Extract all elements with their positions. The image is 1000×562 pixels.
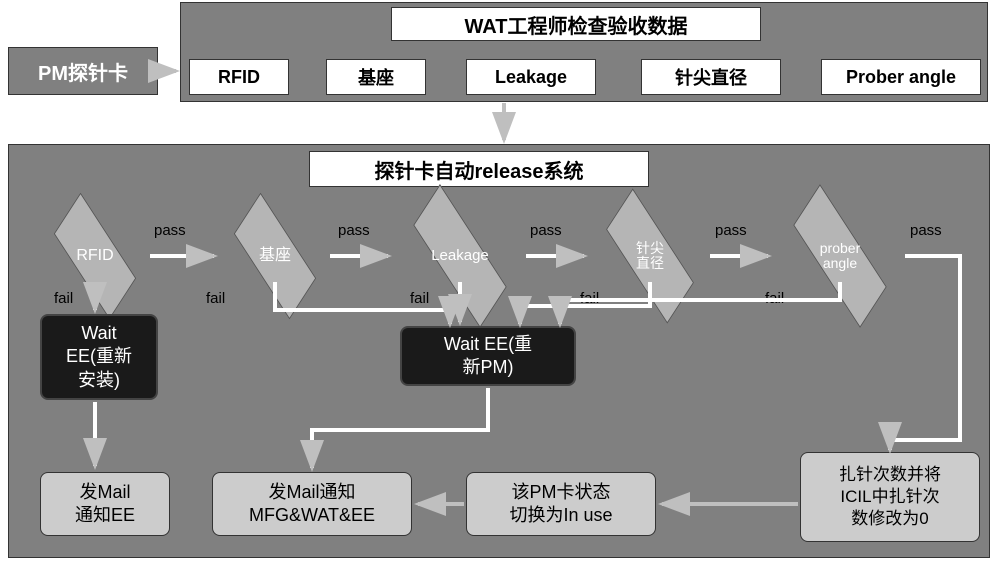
- wait1-label: Wait EE(重新 安装): [66, 322, 132, 392]
- label-pass-5: pass: [910, 222, 942, 239]
- label-fail-1: fail: [54, 290, 73, 307]
- top-item-base: 基座: [326, 59, 426, 95]
- diamond-leakage: Leakage: [400, 232, 520, 280]
- status-label: 该PM卡状态 切换为In use: [509, 481, 612, 528]
- top-panel-title: WAT工程师检查验收数据: [391, 7, 761, 41]
- diamond-prober: prober angle: [780, 232, 900, 280]
- label-pass-2: pass: [338, 222, 370, 239]
- top-item-label: RFID: [218, 67, 260, 88]
- label-fail-5: fail: [765, 290, 784, 307]
- diamond-base: 基座: [225, 232, 325, 280]
- reset-count: 扎针次数并将 ICIL中扎针次 数修改为0: [800, 452, 980, 542]
- top-item-label: 针尖直径: [675, 64, 747, 90]
- top-item-leakage: Leakage: [466, 59, 596, 95]
- diamond-label: 针尖 直径: [636, 241, 664, 272]
- mail-mfg: 发Mail通知 MFG&WAT&EE: [212, 472, 412, 536]
- top-item-prober: Prober angle: [821, 59, 981, 95]
- top-item-rfid: RFID: [189, 59, 289, 95]
- pm-card-label: PM探针卡: [38, 57, 128, 86]
- diamond-label: prober angle: [820, 241, 860, 272]
- mail1-label: 发Mail 通知EE: [75, 481, 135, 528]
- diamond-label: 基座: [259, 247, 291, 265]
- diamond-label: RFID: [76, 247, 113, 265]
- label-fail-2: fail: [206, 290, 225, 307]
- top-item-label: 基座: [358, 64, 394, 90]
- label-fail-3: fail: [410, 290, 429, 307]
- top-item-label: Prober angle: [846, 67, 956, 88]
- mail2-label: 发Mail通知 MFG&WAT&EE: [249, 481, 375, 528]
- pm-card-box: PM探针卡: [8, 47, 158, 95]
- diamond-tip: 针尖 直径: [595, 232, 705, 280]
- label-pass-4: pass: [715, 222, 747, 239]
- top-item-tip: 针尖直径: [641, 59, 781, 95]
- mail-ee: 发Mail 通知EE: [40, 472, 170, 536]
- top-panel: WAT工程师检查验收数据 RFID 基座 Leakage 针尖直径 Prober…: [180, 2, 988, 102]
- wait2-label: Wait EE(重 新PM): [444, 333, 532, 380]
- top-panel-title-text: WAT工程师检查验收数据: [465, 10, 688, 39]
- label-pass-3: pass: [530, 222, 562, 239]
- top-item-label: Leakage: [495, 67, 567, 88]
- diamond-label: Leakage: [431, 248, 489, 265]
- label-pass-1: pass: [154, 222, 186, 239]
- reset-label: 扎针次数并将 ICIL中扎针次 数修改为0: [839, 464, 941, 530]
- status-inuse: 该PM卡状态 切换为In use: [466, 472, 656, 536]
- wait-ee-repm: Wait EE(重 新PM): [400, 326, 576, 386]
- label-fail-4: fail: [580, 290, 599, 307]
- wait-ee-reinstall: Wait EE(重新 安装): [40, 314, 158, 400]
- diamond-rfid: RFID: [45, 232, 145, 280]
- bottom-panel-title-text: 探针卡自动release系统: [375, 155, 584, 184]
- bottom-panel-title: 探针卡自动release系统: [309, 151, 649, 187]
